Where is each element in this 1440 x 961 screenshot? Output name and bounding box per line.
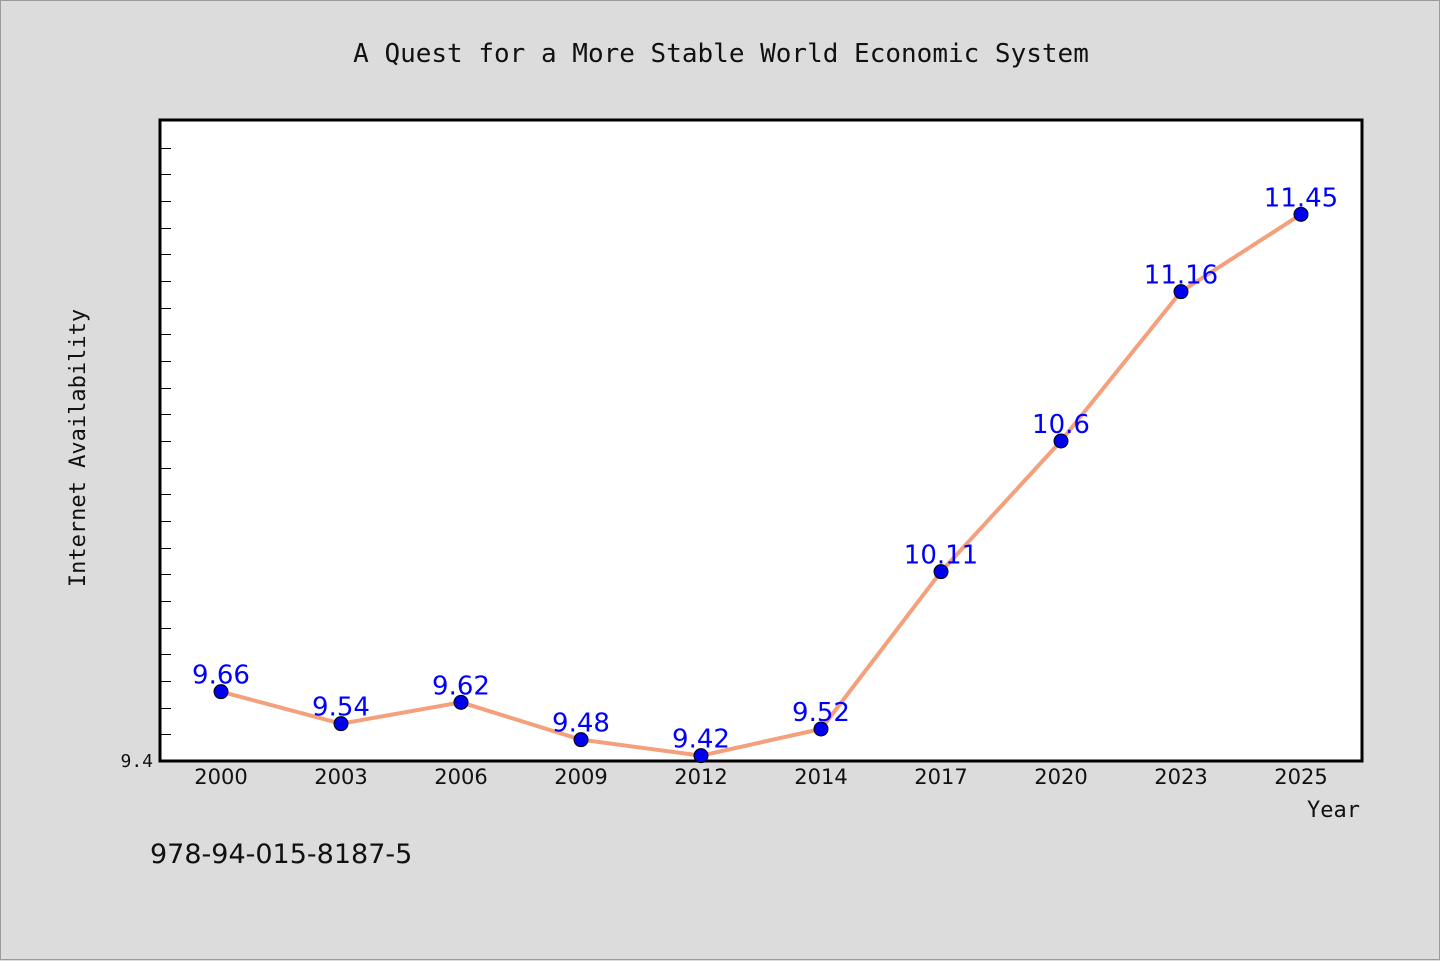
y-axis-tick-labels: 9.4 xyxy=(120,751,153,772)
data-label: 10.6 xyxy=(1032,410,1090,440)
data-point xyxy=(213,684,229,700)
data-point xyxy=(1173,284,1189,300)
x-tick-label: 2006 xyxy=(434,765,487,789)
x-tick-label: 2012 xyxy=(674,765,727,789)
data-point xyxy=(933,564,949,580)
x-tick-label: 2020 xyxy=(1034,765,1087,789)
y-axis-label: Internet Availability xyxy=(66,309,91,587)
plot-area xyxy=(158,118,1364,763)
x-tick-label: 2017 xyxy=(914,765,967,789)
x-axis-tick-labels: 2000 2003 2006 2009 2012 2014 2017 2020 2023 2025 xyxy=(194,765,1327,789)
data-label: 9.42 xyxy=(672,725,730,755)
data-label: 11.45 xyxy=(1264,183,1338,213)
data-label: 9.66 xyxy=(192,661,250,691)
x-tick-label: 2000 xyxy=(194,765,247,789)
data-point xyxy=(693,748,709,764)
x-tick-label: 2014 xyxy=(794,765,847,789)
series-group: 9.66 9.54 9.62 9.48 9.42 9.52 10.11 10.6 11.16 11… xyxy=(192,183,1338,764)
x-axis-label: Year xyxy=(1307,798,1360,823)
isbn-caption: 978-94-015-8187-5 xyxy=(150,839,412,870)
data-label: 9.62 xyxy=(432,671,490,701)
y-tick-label: 9.4 xyxy=(120,751,153,772)
x-tick-label: 2003 xyxy=(314,765,367,789)
chart-title: A Quest for a More Stable World Economic… xyxy=(353,39,1089,69)
y-axis-ticks xyxy=(161,148,171,735)
data-label: 9.52 xyxy=(792,698,850,728)
data-label: 10.11 xyxy=(904,541,978,571)
x-tick-label: 2009 xyxy=(554,765,607,789)
data-point xyxy=(573,732,589,748)
data-label: 11.16 xyxy=(1144,261,1218,291)
x-tick-label: 2023 xyxy=(1154,765,1207,789)
data-label: 9.48 xyxy=(552,709,610,739)
data-point xyxy=(333,716,349,732)
data-label: 9.54 xyxy=(312,693,370,723)
data-point xyxy=(453,694,469,710)
x-tick-label: 2025 xyxy=(1274,765,1327,789)
data-point xyxy=(1293,206,1309,222)
series-line xyxy=(219,212,1303,758)
data-point xyxy=(813,721,829,737)
data-point xyxy=(1053,433,1069,449)
